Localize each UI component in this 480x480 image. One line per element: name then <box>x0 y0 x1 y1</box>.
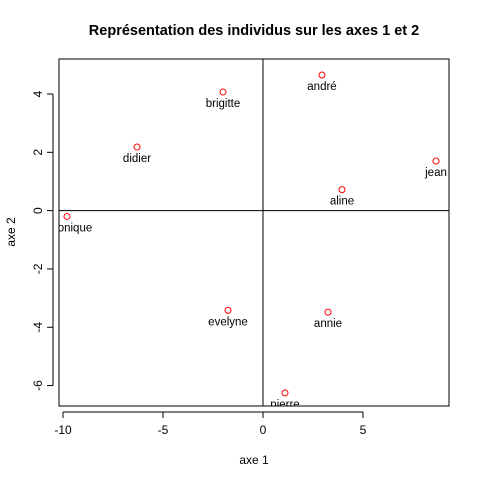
data-point <box>318 71 326 79</box>
data-point <box>281 389 289 397</box>
points-layer <box>63 71 440 397</box>
data-point <box>432 157 440 165</box>
x-tick-label: 5 <box>360 423 367 437</box>
y-tick-label: 0 <box>31 207 45 214</box>
data-point <box>324 308 332 316</box>
x-tick-label: 0 <box>260 423 267 437</box>
point-label: annie <box>314 318 342 330</box>
point-label: evelyne <box>208 316 248 328</box>
y-tick-label: 2 <box>31 149 45 156</box>
point-label: didier <box>123 153 151 165</box>
x-tick-label: -5 <box>158 423 169 437</box>
point-label: jean <box>424 167 447 179</box>
x-tick-label: -10 <box>54 423 72 437</box>
y-tick-label: -6 <box>31 380 45 391</box>
y-axis-label: axe 2 <box>4 217 18 247</box>
data-point <box>338 186 346 194</box>
point-label: pierre <box>270 399 299 411</box>
y-axis: -6 -4 -2 0 2 4 <box>31 90 54 391</box>
reference-lines <box>59 59 449 406</box>
point-label: brigitte <box>206 98 241 110</box>
y-tick-label: 4 <box>31 90 45 97</box>
x-axis-label: axe 1 <box>239 453 269 467</box>
data-point <box>63 212 71 220</box>
labels-layer: andré brigitte didier jean aline véronique eve… <box>42 81 447 411</box>
y-tick-label: -2 <box>31 263 45 274</box>
point-label: aline <box>330 196 354 208</box>
chart-title: Représentation des individus sur les axe… <box>89 23 419 39</box>
plot-frame <box>58 58 450 407</box>
point-label: véronique <box>42 222 93 234</box>
y-tick-label: -4 <box>31 322 45 333</box>
data-point <box>224 306 232 314</box>
point-label: andré <box>307 81 336 93</box>
x-axis: -10 -5 0 5 <box>54 411 367 437</box>
data-point <box>219 88 227 96</box>
data-point <box>133 143 141 151</box>
